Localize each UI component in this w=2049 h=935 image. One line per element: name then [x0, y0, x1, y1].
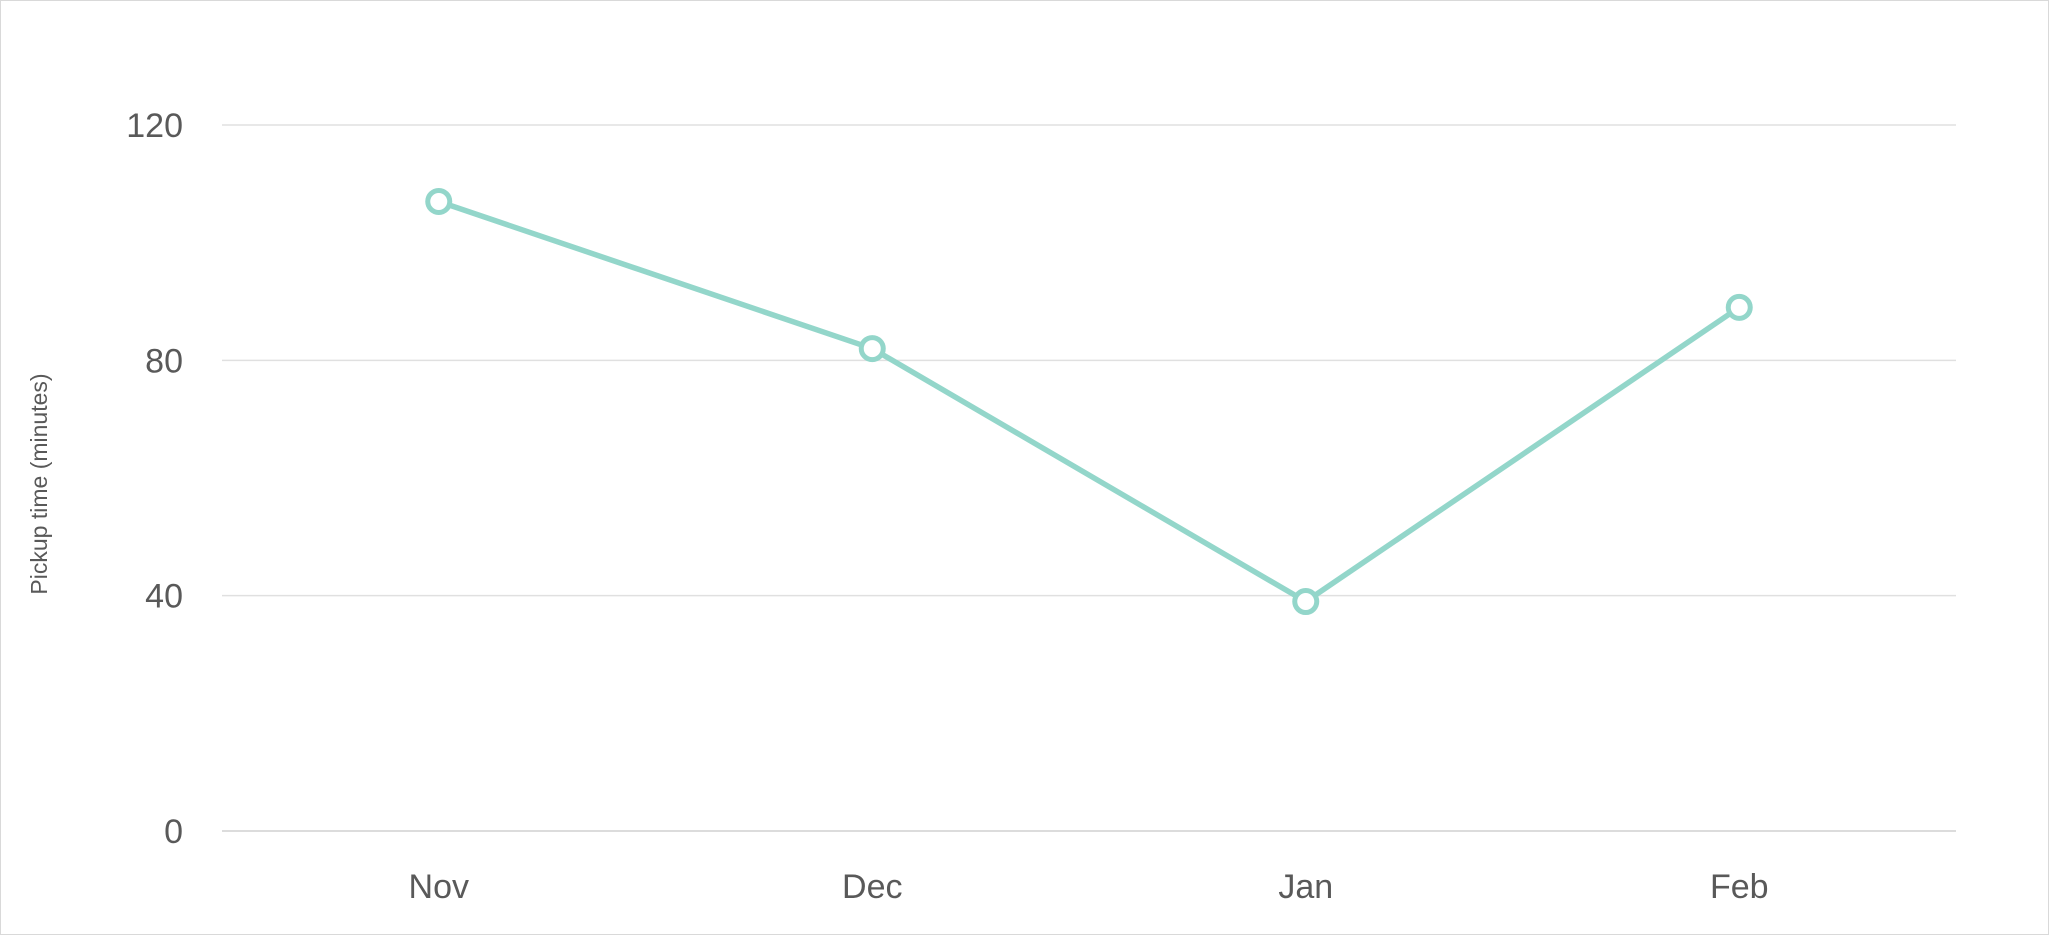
data-point[interactable] — [1725, 293, 1753, 321]
y-tick-label: 40 — [145, 578, 183, 616]
gridlines — [222, 124, 1956, 832]
series-line — [437, 198, 1741, 605]
x-tick-label: Feb — [1710, 868, 1769, 906]
y-axis-title: Pickup time (minutes) — [26, 373, 52, 594]
x-tick-label: Dec — [842, 868, 902, 906]
series — [425, 187, 1753, 616]
data-point[interactable] — [425, 187, 453, 215]
y-tick-label: 0 — [164, 813, 183, 851]
x-tick-labels: Nov Dec Jan Feb — [409, 868, 1769, 906]
y-tick-label: 120 — [126, 107, 183, 145]
data-point[interactable] — [1292, 588, 1320, 616]
x-tick-label: Jan — [1278, 868, 1333, 906]
data-point[interactable] — [858, 335, 886, 363]
x-tick-label: Nov — [409, 868, 469, 906]
y-tick-label: 80 — [145, 342, 183, 380]
y-tick-labels: 0 40 80 120 — [126, 107, 183, 851]
